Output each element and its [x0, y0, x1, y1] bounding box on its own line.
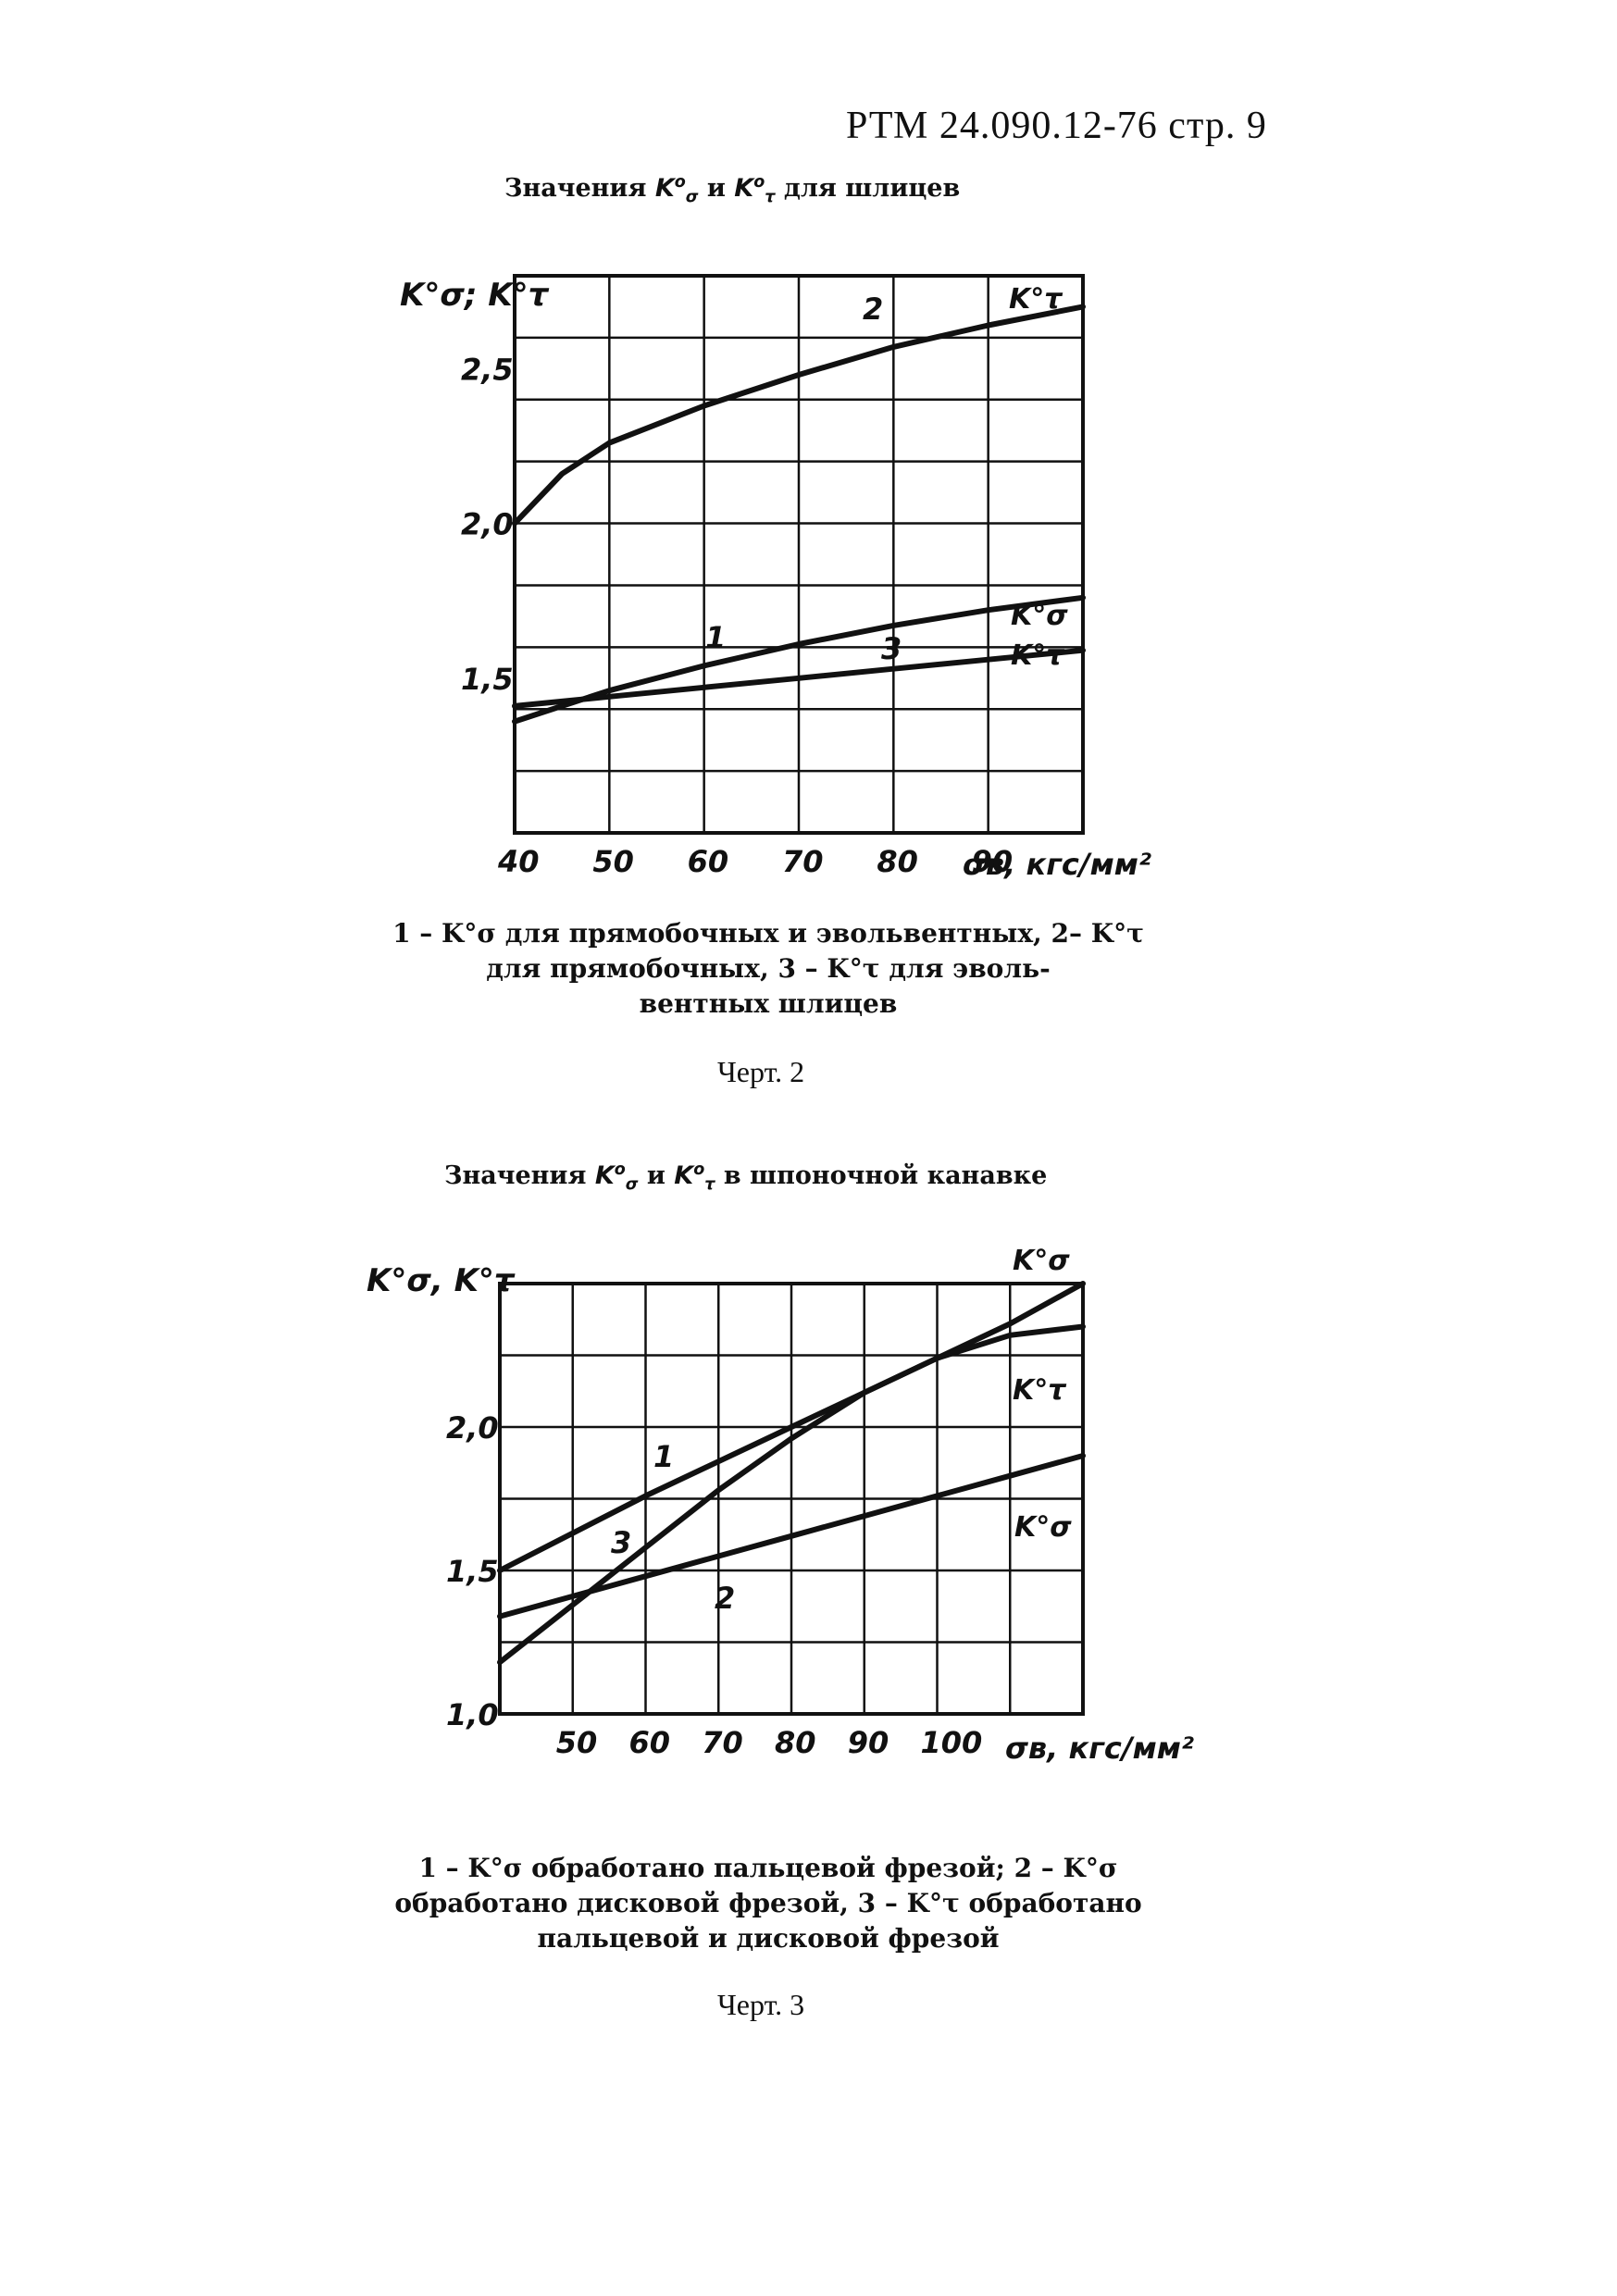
figure3-caption-line-3: пальцевой и дисковой фрезой — [537, 1923, 1000, 1954]
figure3-title: Значения Koσ и Koτ в шпоночной канавке — [444, 1160, 1048, 1195]
figure3-x-tick-label: 50 — [556, 1725, 598, 1760]
figure3-curve-1 — [497, 1281, 1086, 1573]
figure2-title-symbol-2: Koτ — [734, 173, 776, 207]
figure3-grid — [498, 1282, 1085, 1716]
figure3-curve-label-3: 3 — [611, 1525, 631, 1560]
figure3-title-conj: и — [646, 1161, 665, 1190]
figure2-caption-line-1: 1 – K°σ для прямобочных и эвольвентных, … — [392, 918, 1144, 949]
figure3-end-label-ksigma: K°σ — [1014, 1511, 1072, 1544]
figure2-title: Значения Koσ и Koτ для шлицев — [504, 173, 961, 207]
figure2-end-label-ktau-top: K°τ — [1009, 283, 1063, 316]
figure2-caption-line-3: вентных шлицев — [639, 988, 898, 1019]
figure2-curve-1 — [512, 594, 1086, 725]
figure3-x-axis-label: σв, кгс/мм² — [1005, 1731, 1194, 1766]
figure3-title-symbol-1: Koσ — [594, 1160, 639, 1195]
figure3-curve-2 — [497, 1453, 1086, 1620]
figure3-x-tick-label: 80 — [775, 1725, 816, 1760]
figure2-caption: 1 – K°σ для прямобочных и эвольвентных, … — [352, 916, 1185, 1022]
figure2-end-label-ksigma: K°σ — [1011, 600, 1068, 632]
figure3-number: Черт. 3 — [717, 1988, 805, 2021]
figure3-y-tick-label: 1,0 — [446, 1697, 499, 1732]
figure2-curve-label-1: 1 — [705, 620, 726, 655]
figure2-caption-line-2: для прямобочных, 3 – K°τ для эволь- — [486, 953, 1051, 984]
figure3-y-axis-label: K°σ, K°τ — [367, 1262, 516, 1299]
page-header: РТМ 24.090.12-76 стр. 9 — [846, 105, 1267, 147]
figure3-end-label-ktau: K°τ — [1013, 1374, 1067, 1407]
figure2-y-tick-label: 2,0 — [461, 507, 514, 542]
figure2-x-tick-label: 90 — [972, 844, 1014, 879]
figure3-x-tick-label: 70 — [702, 1725, 743, 1760]
figure3-x-tick-label: 100 — [921, 1725, 983, 1760]
figure2-number: Черт. 2 — [717, 1055, 805, 1088]
figure2-y-tick-label: 2,5 — [461, 352, 514, 387]
figure2-y-tick-label: 1,5 — [461, 662, 514, 697]
figure2-x-tick-label: 40 — [497, 844, 540, 879]
figure2-grid — [513, 274, 1085, 835]
figure3-curves — [497, 1281, 1086, 1666]
figure3-title-prefix: Значения — [444, 1161, 587, 1190]
figure3-x-tick-label: 90 — [848, 1725, 889, 1760]
figure2-title-prefix: Значения — [504, 174, 647, 203]
figure3-y-tick-label: 1,5 — [446, 1554, 499, 1589]
figure2-end-label-ktau: K°τ — [1011, 639, 1065, 672]
figure3-curve-label-2: 2 — [715, 1581, 735, 1616]
figure3-caption-line-2: обработано дисковой фрезой, 3 – K°τ обра… — [394, 1888, 1142, 1918]
figure3-curve-label-1: 1 — [653, 1439, 674, 1474]
figure3-caption: 1 – K°σ обработано пальцевой фрезой; 2 –… — [352, 1851, 1185, 1956]
figure2-x-axis-label: σв, кгс/мм² — [963, 847, 1151, 882]
figure2-curves — [512, 304, 1086, 725]
figure2-x-tick-label: 70 — [782, 844, 824, 879]
figure3-curve-3 — [497, 1323, 1086, 1666]
figure3-x-tick-label: 60 — [629, 1725, 671, 1760]
figure3-title-suffix: в шпоночной канавке — [723, 1161, 1048, 1190]
figure3-title-symbol-2: Koτ — [674, 1160, 715, 1195]
figure2-curve-2 — [512, 304, 1086, 527]
figure2-x-tick-label: 50 — [592, 844, 634, 879]
figure3-caption-line-1: 1 – K°σ обработано пальцевой фрезой; 2 –… — [418, 1853, 1118, 1883]
figure3-end-label-ksigma-top: K°σ — [1013, 1245, 1070, 1277]
figure2-x-tick-label: 60 — [688, 844, 729, 879]
figure2-x-tick-label: 80 — [877, 844, 918, 879]
figure2-title-conj: и — [706, 174, 726, 203]
figure2-curve-3 — [512, 647, 1086, 709]
figure2-curve-label-2: 2 — [863, 292, 883, 327]
figure2-title-symbol-1: Koσ — [654, 173, 699, 207]
figure3-y-tick-label: 2,0 — [446, 1410, 499, 1446]
figure2-y-axis-label: K°σ; K°τ — [400, 277, 550, 314]
figure2-title-suffix: для шлицев — [783, 174, 961, 203]
figure2-curve-label-3: 3 — [881, 631, 902, 666]
